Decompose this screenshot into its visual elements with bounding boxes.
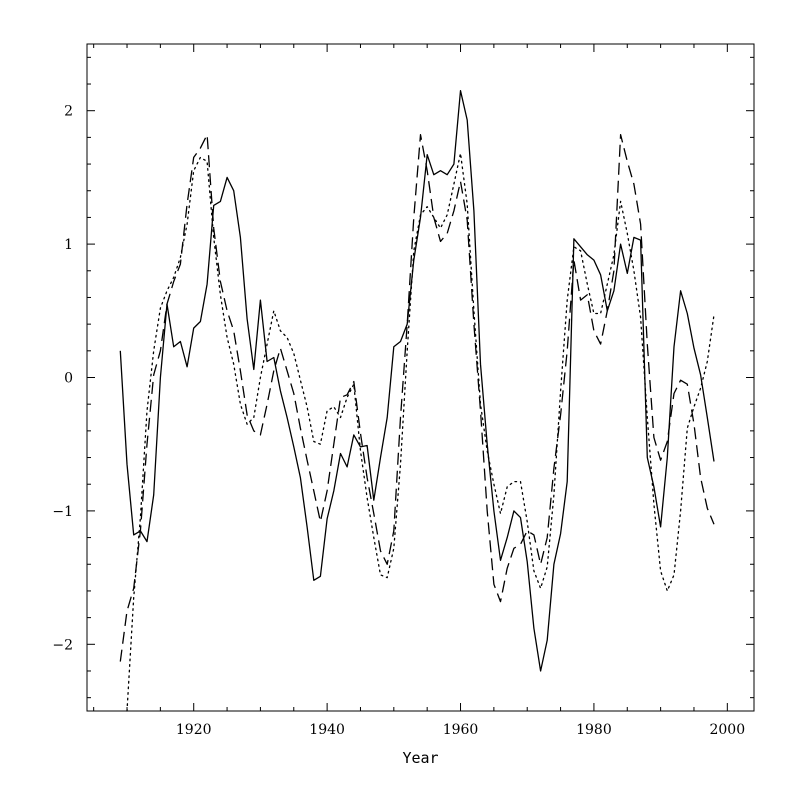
y-tick-label: 0	[64, 371, 73, 387]
series-line-dotted	[126, 152, 715, 712]
axis-ticks	[87, 44, 754, 711]
y-tick-label: 1	[64, 237, 73, 253]
y-tick-label: −1	[52, 504, 73, 520]
x-tick-label: 1920	[176, 722, 212, 738]
tick-labels: 1920 1940 1960 1980 2000 −2 −1 0 1 2	[52, 104, 745, 738]
series-layer	[119, 90, 715, 712]
plot-frame	[86, 43, 755, 712]
y-tick-label: −2	[52, 637, 73, 653]
x-tick-label: 1940	[309, 722, 345, 738]
series-line-solid	[119, 90, 715, 672]
series-line-dashed	[119, 134, 715, 662]
y-tick-label: 2	[64, 104, 73, 120]
x-axis-title: Year	[402, 749, 438, 767]
x-tick-label: 1980	[576, 722, 612, 738]
x-tick-label: 1960	[443, 722, 479, 738]
x-tick-label: 2000	[709, 722, 745, 738]
